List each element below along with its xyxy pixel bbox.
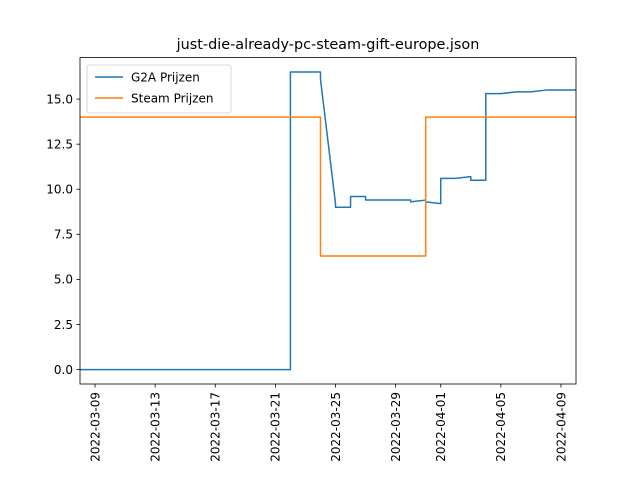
x-tick-label: 2022-04-01 — [434, 392, 448, 462]
x-tick-label: 2022-03-09 — [88, 392, 102, 462]
x-tick-label: 2022-04-05 — [494, 392, 508, 462]
x-tick-label: 2022-03-25 — [329, 392, 343, 462]
series-line-steam — [80, 116, 576, 257]
legend-label-g2a: G2A Prijzen — [131, 71, 200, 85]
y-tick-label: 15.0 — [46, 92, 73, 106]
series-line-g2a — [80, 71, 576, 371]
y-tick-label: 7.5 — [54, 228, 73, 242]
y-tick-label: 10.0 — [46, 183, 73, 197]
y-tick-label: 2.5 — [54, 318, 73, 332]
x-tick-label: 2022-03-21 — [269, 392, 283, 462]
y-tick-label: 12.5 — [46, 137, 73, 151]
x-tick-label: 2022-04-09 — [554, 392, 568, 462]
legend: G2A Prijzen Steam Prijzen — [86, 64, 232, 114]
axes-layer: 0.0 2.5 5.0 7.5 10.0 12.5 15.0 2022-03-09 2022-0… — [46, 92, 568, 461]
x-tick-label: 2022-03-13 — [148, 392, 162, 462]
legend-label-steam: Steam Prijzen — [131, 92, 213, 106]
series-layer — [80, 71, 576, 371]
x-tick-label: 2022-03-29 — [389, 392, 403, 462]
chart-title: just-die-already-pc-steam-gift-europe.js… — [176, 37, 480, 53]
y-tick-label: 5.0 — [54, 273, 73, 287]
plot-frame — [79, 57, 577, 385]
y-tick-label: 0.0 — [54, 363, 73, 377]
x-tick-label: 2022-03-17 — [209, 392, 223, 462]
